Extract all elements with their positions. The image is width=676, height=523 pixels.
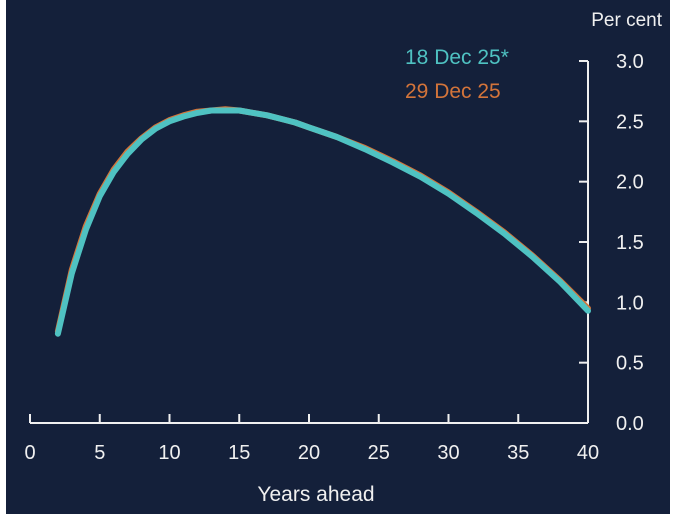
x-tick-label: 5 [94,442,105,464]
x-axis-ticks: 0 5 10 15 20 25 30 35 40 [24,414,599,464]
y-tick-label: 1.0 [616,292,644,314]
x-tick-label: 0 [24,442,35,464]
legend: 18 Dec 25* 29 Dec 25 [405,46,509,103]
legend-entry-18-dec-25: 18 Dec 25* [405,46,509,69]
x-tick-label: 40 [577,442,599,464]
y-axis-ticks: 0.0 0.5 1.0 1.5 2.0 2.5 3.0 [579,51,644,435]
y-axis-title: Per cent [591,10,662,31]
y-tick-label: 2.0 [616,172,644,194]
y-tick-label: 0.5 [616,353,644,375]
x-tick-label: 15 [228,442,250,464]
x-tick-label: 10 [158,442,180,464]
x-tick-label: 35 [507,442,529,464]
x-tick-label: 20 [298,442,320,464]
y-tick-label: 0.0 [616,413,644,435]
x-tick-label: 30 [437,442,459,464]
legend-entry-29-dec-25: 29 Dec 25 [405,80,501,103]
y-tick-label: 2.5 [616,111,644,133]
y-tick-label: 1.5 [616,232,644,254]
series-line-18-dec-25 [54,107,591,337]
series-lines [54,106,591,337]
x-tick-label: 25 [368,442,390,464]
y-tick-label: 3.0 [616,51,644,73]
x-axis-title: Years ahead [257,483,374,506]
chart-background [6,0,670,514]
